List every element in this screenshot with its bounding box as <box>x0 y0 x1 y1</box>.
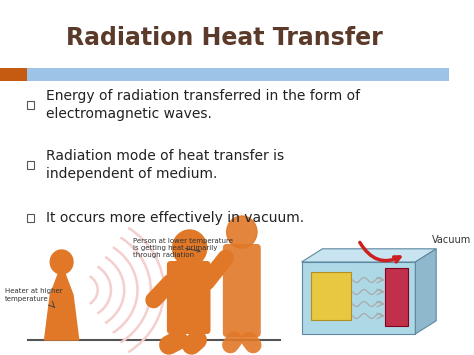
Polygon shape <box>301 249 436 262</box>
Polygon shape <box>45 265 79 340</box>
Text: Person at lower temperature
is getting heat primarily
through radiation: Person at lower temperature is getting h… <box>133 238 233 258</box>
Bar <box>27 214 34 222</box>
Text: Radiation Heat Transfer: Radiation Heat Transfer <box>66 26 383 50</box>
Bar <box>27 101 34 109</box>
Circle shape <box>50 250 73 274</box>
Bar <box>27 161 34 169</box>
Bar <box>0 68 27 81</box>
FancyBboxPatch shape <box>167 261 210 334</box>
Text: Vacuum: Vacuum <box>431 235 471 245</box>
FancyBboxPatch shape <box>223 244 261 337</box>
Text: Radiation mode of heat transfer is
independent of medium.: Radiation mode of heat transfer is indep… <box>46 149 283 181</box>
Text: Energy of radiation transferred in the form of
electromagnetic waves.: Energy of radiation transferred in the f… <box>46 89 360 121</box>
Circle shape <box>227 216 257 248</box>
Bar <box>27 68 449 81</box>
Bar <box>301 262 415 334</box>
Circle shape <box>173 230 207 266</box>
Text: Heater at higher
temperature: Heater at higher temperature <box>5 289 63 301</box>
Polygon shape <box>415 249 436 334</box>
Text: It occurs more effectively in vacuum.: It occurs more effectively in vacuum. <box>46 211 304 225</box>
Bar <box>385 268 408 326</box>
Bar <box>311 272 351 320</box>
